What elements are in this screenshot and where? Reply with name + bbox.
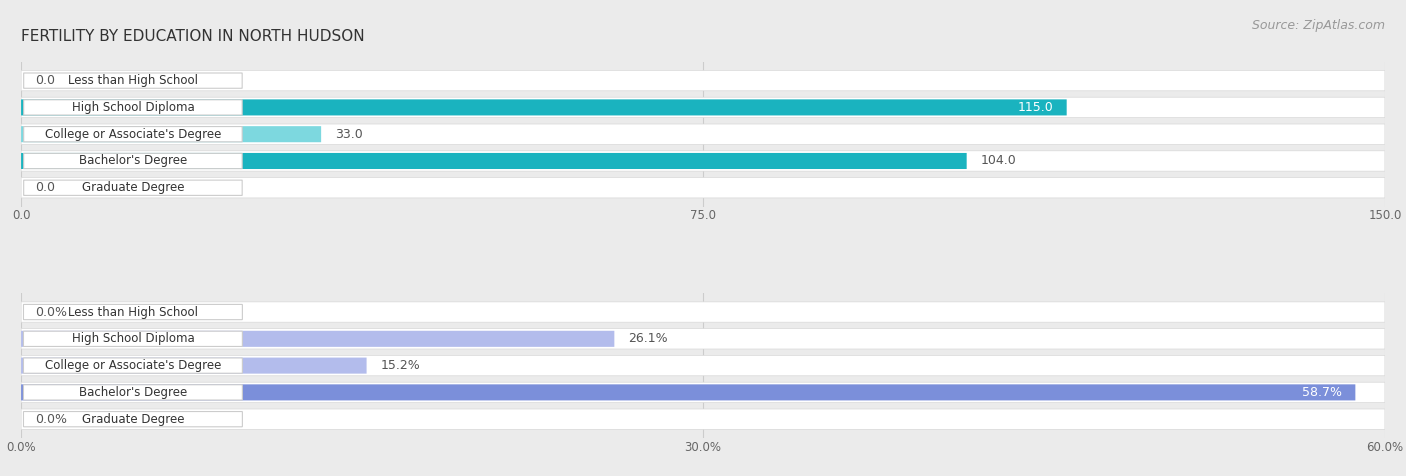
Text: 0.0: 0.0 [35, 74, 55, 87]
FancyBboxPatch shape [24, 305, 242, 320]
Text: 33.0: 33.0 [335, 128, 363, 141]
Text: Bachelor's Degree: Bachelor's Degree [79, 386, 187, 399]
Text: College or Associate's Degree: College or Associate's Degree [45, 128, 221, 141]
Text: 26.1%: 26.1% [628, 332, 668, 345]
Text: 115.0: 115.0 [1018, 101, 1053, 114]
Text: Bachelor's Degree: Bachelor's Degree [79, 155, 187, 168]
FancyBboxPatch shape [24, 100, 242, 115]
Text: College or Associate's Degree: College or Associate's Degree [45, 359, 221, 372]
Text: Less than High School: Less than High School [67, 74, 198, 87]
FancyBboxPatch shape [21, 302, 1385, 322]
FancyBboxPatch shape [21, 153, 967, 169]
Text: Less than High School: Less than High School [67, 306, 198, 318]
FancyBboxPatch shape [24, 153, 242, 169]
Text: Source: ZipAtlas.com: Source: ZipAtlas.com [1251, 19, 1385, 32]
Text: 0.0%: 0.0% [35, 413, 66, 426]
FancyBboxPatch shape [21, 409, 1385, 429]
Text: Graduate Degree: Graduate Degree [82, 181, 184, 194]
FancyBboxPatch shape [24, 331, 242, 347]
FancyBboxPatch shape [21, 328, 1385, 349]
Text: 104.0: 104.0 [980, 155, 1017, 168]
FancyBboxPatch shape [21, 384, 1355, 400]
Text: 58.7%: 58.7% [1302, 386, 1341, 399]
FancyBboxPatch shape [21, 357, 367, 374]
Text: High School Diploma: High School Diploma [72, 332, 194, 345]
FancyBboxPatch shape [24, 73, 242, 88]
Text: 0.0%: 0.0% [35, 306, 66, 318]
Text: 0.0: 0.0 [35, 181, 55, 194]
FancyBboxPatch shape [21, 356, 1385, 376]
FancyBboxPatch shape [21, 70, 1385, 91]
Text: 15.2%: 15.2% [380, 359, 420, 372]
FancyBboxPatch shape [21, 178, 1385, 198]
FancyBboxPatch shape [21, 126, 321, 142]
FancyBboxPatch shape [24, 180, 242, 195]
FancyBboxPatch shape [21, 382, 1385, 403]
FancyBboxPatch shape [21, 151, 1385, 171]
FancyBboxPatch shape [21, 99, 1067, 116]
FancyBboxPatch shape [24, 385, 242, 400]
FancyBboxPatch shape [21, 124, 1385, 144]
FancyBboxPatch shape [21, 97, 1385, 118]
FancyBboxPatch shape [24, 412, 242, 427]
FancyBboxPatch shape [24, 127, 242, 142]
Text: High School Diploma: High School Diploma [72, 101, 194, 114]
Text: FERTILITY BY EDUCATION IN NORTH HUDSON: FERTILITY BY EDUCATION IN NORTH HUDSON [21, 29, 364, 44]
FancyBboxPatch shape [24, 358, 242, 373]
Text: Graduate Degree: Graduate Degree [82, 413, 184, 426]
FancyBboxPatch shape [21, 331, 614, 347]
